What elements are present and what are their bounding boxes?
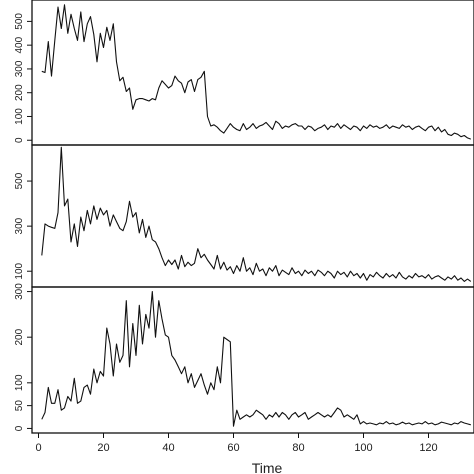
x-tick-label: 80 bbox=[292, 442, 304, 454]
panel-2-series-line bbox=[41, 146, 472, 282]
panel-1-series-line bbox=[41, 4, 471, 140]
x-tick-label: 60 bbox=[227, 442, 239, 454]
y-tick-label: 100 bbox=[14, 374, 25, 391]
panel-3-series-line bbox=[41, 291, 471, 427]
panel-2: 100 300 500 bbox=[14, 144, 474, 288]
x-tick-label: 0 bbox=[35, 442, 41, 454]
y-tick-label: 300 bbox=[14, 217, 25, 234]
y-tick-label: 200 bbox=[14, 328, 25, 345]
y-tick-label: 50 bbox=[14, 400, 25, 412]
x-tick-label: 100 bbox=[354, 442, 372, 454]
y-tick-label: 0 bbox=[14, 137, 25, 143]
chart-panels: 0 100 200 300 400 500 100 300 500 0 50 100 200 300 0 20… bbox=[14, 0, 474, 474]
y-tick-label: 300 bbox=[14, 283, 25, 300]
x-tick-label: 120 bbox=[419, 442, 437, 454]
x-tick-label: 40 bbox=[162, 442, 174, 454]
y-tick-label: 300 bbox=[14, 60, 25, 77]
panel-3: 0 50 100 200 300 0 20 40 60 80 100 120 Time bbox=[14, 283, 474, 474]
y-tick-label: 100 bbox=[14, 108, 25, 125]
y-tick-label: 400 bbox=[14, 36, 25, 53]
x-tick-label: 20 bbox=[97, 442, 109, 454]
x-axis-title: Time bbox=[252, 460, 283, 474]
panel-3-frame bbox=[31, 286, 474, 434]
y-tick-label: 500 bbox=[14, 172, 25, 189]
y-tick-label: 200 bbox=[14, 84, 25, 101]
y-tick-label: 500 bbox=[14, 13, 25, 30]
y-tick-label: 0 bbox=[14, 425, 25, 431]
panel-1: 0 100 200 300 400 500 bbox=[14, 0, 474, 146]
y-tick-label: 100 bbox=[14, 262, 25, 279]
